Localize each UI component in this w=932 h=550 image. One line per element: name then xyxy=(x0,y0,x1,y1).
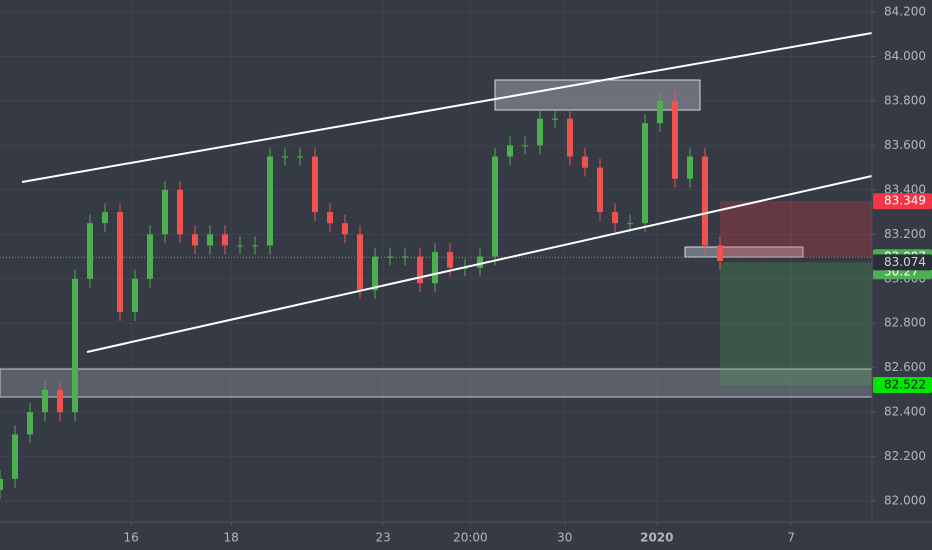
candle-body xyxy=(642,123,648,224)
y-tick-label: 83.200 xyxy=(884,227,926,241)
y-tick-label: 82.600 xyxy=(884,360,926,374)
target-zone xyxy=(720,262,872,386)
candle-body xyxy=(102,212,108,224)
y-tick-label: 82.800 xyxy=(884,316,926,330)
candle-body xyxy=(582,156,588,168)
candle-body xyxy=(12,434,18,479)
candle-body xyxy=(57,389,63,413)
zones xyxy=(0,79,873,398)
y-tick-label: 83.600 xyxy=(884,138,926,152)
y-tick-label: 83.800 xyxy=(884,93,926,107)
position-tool xyxy=(0,201,872,386)
candle-body xyxy=(507,145,513,157)
y-tick-label: 83.400 xyxy=(884,182,926,196)
axes: 82.00082.20082.40082.60082.80083.00083.2… xyxy=(124,5,926,545)
candle-body xyxy=(327,212,333,224)
x-tick-label: 20:00 xyxy=(453,531,488,545)
y-tick-label: 82.400 xyxy=(884,405,926,419)
x-tick-label: 7 xyxy=(787,531,795,545)
candle-body xyxy=(627,223,633,225)
candle-body xyxy=(477,256,483,268)
candle-body xyxy=(237,245,243,247)
candle-body xyxy=(267,156,273,246)
price-tag-label: 83.349 xyxy=(884,194,926,208)
candle-body xyxy=(357,234,363,290)
candle-body xyxy=(597,167,603,213)
candle-body xyxy=(147,234,153,279)
y-tick-label: 82.200 xyxy=(884,449,926,463)
candle-body xyxy=(72,278,78,413)
candle-body xyxy=(492,156,498,257)
candle-body xyxy=(162,189,168,235)
candle-body xyxy=(702,156,708,246)
candle-body xyxy=(552,118,558,120)
price-tag-label: 82.522 xyxy=(884,378,926,392)
candle-body xyxy=(672,100,678,179)
candles xyxy=(0,92,723,499)
candle-body xyxy=(117,212,123,313)
candle-body xyxy=(402,256,408,258)
candle-body xyxy=(717,245,723,261)
candle-body xyxy=(252,245,258,247)
candle-body xyxy=(222,234,228,246)
price-tag xyxy=(873,377,932,394)
candle-body xyxy=(192,234,198,246)
price-tag xyxy=(873,254,932,271)
x-tick-label: 16 xyxy=(124,531,139,545)
candle-body xyxy=(297,156,303,158)
candle-body xyxy=(132,278,138,313)
candle-body xyxy=(417,256,423,284)
candle-body xyxy=(447,252,453,268)
support-zone xyxy=(0,368,873,398)
candle-body xyxy=(522,145,528,147)
y-tick-label: 84.200 xyxy=(884,5,926,19)
y-tick-label: 84.000 xyxy=(884,49,926,63)
candle-body xyxy=(177,189,183,235)
candle-body xyxy=(687,156,693,179)
candle-body xyxy=(0,478,3,490)
grid xyxy=(0,0,872,522)
price-tag-label: 83.074 xyxy=(884,255,926,269)
candle-body xyxy=(387,256,393,258)
candle-body xyxy=(537,118,543,146)
trend-lines xyxy=(21,32,873,353)
y-tick-label: 82.000 xyxy=(884,494,926,508)
price-tag xyxy=(873,193,932,210)
channel-upper xyxy=(21,32,873,183)
candle-body xyxy=(372,256,378,290)
candle-body xyxy=(207,234,213,246)
channel-lower xyxy=(86,175,873,353)
x-tick-label: 2020 xyxy=(640,531,673,545)
candle-body xyxy=(312,156,318,213)
candle-body xyxy=(27,412,33,435)
candle-body xyxy=(567,118,573,157)
candle-body xyxy=(612,212,618,224)
candle-body xyxy=(432,252,438,284)
resistance-zone xyxy=(494,79,701,111)
candle-body xyxy=(282,156,288,158)
candle-body xyxy=(342,223,348,235)
candle-body xyxy=(87,223,93,279)
x-tick-label: 30 xyxy=(557,531,572,545)
candle-body xyxy=(42,389,48,413)
x-tick-label: 23 xyxy=(376,531,391,545)
x-tick-label: 18 xyxy=(224,531,239,545)
stop-zone xyxy=(720,201,872,258)
candle-body xyxy=(657,100,663,124)
